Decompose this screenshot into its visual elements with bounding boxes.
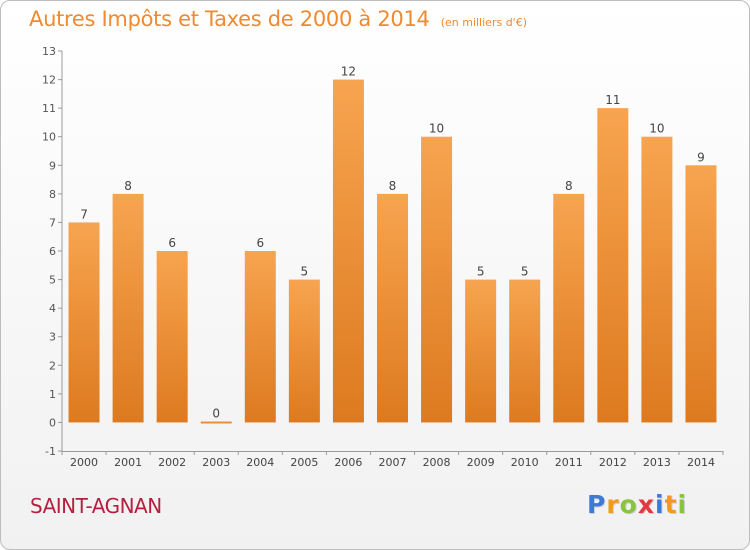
y-tick-label: 2 (49, 359, 56, 372)
bar (288, 279, 320, 423)
bar-value-label: 6 (256, 236, 264, 250)
x-tick-label: 2009 (467, 456, 495, 469)
x-tick-label: 2014 (687, 456, 715, 469)
bar-value-label: 8 (124, 179, 132, 193)
y-tick-label: 11 (42, 102, 56, 115)
proxiti-logo: Proxiti (587, 490, 687, 519)
bar-value-label: 12 (341, 65, 356, 79)
y-tick-label: 0 (49, 416, 56, 429)
bar (156, 251, 188, 423)
bar (332, 79, 364, 423)
y-tick-label: 12 (42, 74, 56, 87)
x-tick-label: 2007 (379, 456, 407, 469)
y-tick-label: 1 (49, 388, 56, 401)
bar-value-label: 0 (212, 406, 220, 420)
bar-value-label: 7 (80, 207, 88, 221)
bar-value-label: 8 (389, 179, 397, 193)
y-tick-label: 6 (49, 245, 56, 258)
logo-letter: r (606, 490, 620, 519)
bar (68, 222, 100, 423)
bar (553, 193, 585, 423)
bar (377, 193, 408, 423)
y-tick-label: 10 (42, 131, 56, 144)
y-tick-label: 5 (49, 274, 56, 287)
bar-value-label: 5 (301, 265, 309, 279)
logo-letter: i (655, 490, 665, 519)
title-block: Autres Impôts et Taxes de 2000 à 2014 (e… (29, 7, 527, 31)
x-tick-label: 2004 (246, 456, 274, 469)
bar (112, 193, 144, 423)
bar (597, 108, 629, 423)
x-tick-label: 2002 (158, 456, 186, 469)
logo-letter: t (664, 490, 678, 519)
bar-value-label: 8 (565, 179, 573, 193)
y-tick-label: 8 (49, 188, 56, 201)
bar (509, 279, 541, 423)
bar (244, 251, 276, 423)
bar-value-label: 10 (429, 122, 444, 136)
bar-value-label: 6 (168, 236, 176, 250)
x-tick-label: 2001 (114, 456, 142, 469)
chart-unit: (en milliers d'€) (440, 16, 527, 29)
bar-value-label: 10 (649, 122, 664, 136)
x-tick-label: 2003 (202, 456, 230, 469)
bar (465, 279, 497, 423)
y-tick-label: 9 (49, 159, 56, 172)
y-tick-label: 7 (49, 216, 56, 229)
logo-letter: o (619, 490, 638, 519)
logo-letter: P (587, 490, 607, 519)
y-tick-label: -1 (45, 445, 56, 458)
chart-title: Autres Impôts et Taxes de 2000 à 2014 (29, 7, 430, 31)
y-tick-label: 13 (42, 45, 56, 58)
bar (200, 421, 232, 424)
bar-value-label: 5 (521, 265, 529, 279)
x-tick-label: 2008 (423, 456, 451, 469)
bar-value-label: 5 (477, 265, 485, 279)
location-label: SAINT-AGNAN (30, 494, 162, 518)
y-tick-label: 4 (49, 302, 56, 315)
x-tick-label: 2013 (643, 456, 671, 469)
x-tick-label: 2010 (511, 456, 539, 469)
logo-letter: x (637, 490, 655, 519)
bar-value-label: 11 (605, 93, 620, 107)
x-tick-label: 2000 (70, 456, 98, 469)
x-tick-label: 2011 (555, 456, 583, 469)
bar-value-label: 9 (697, 150, 705, 164)
bar (421, 136, 453, 423)
x-tick-label: 2005 (290, 456, 318, 469)
bar (641, 136, 673, 423)
x-tick-label: 2012 (599, 456, 627, 469)
bar (685, 165, 717, 423)
logo-letter: i (677, 490, 688, 519)
x-tick-label: 2006 (334, 456, 362, 469)
y-tick-label: 3 (49, 331, 56, 344)
